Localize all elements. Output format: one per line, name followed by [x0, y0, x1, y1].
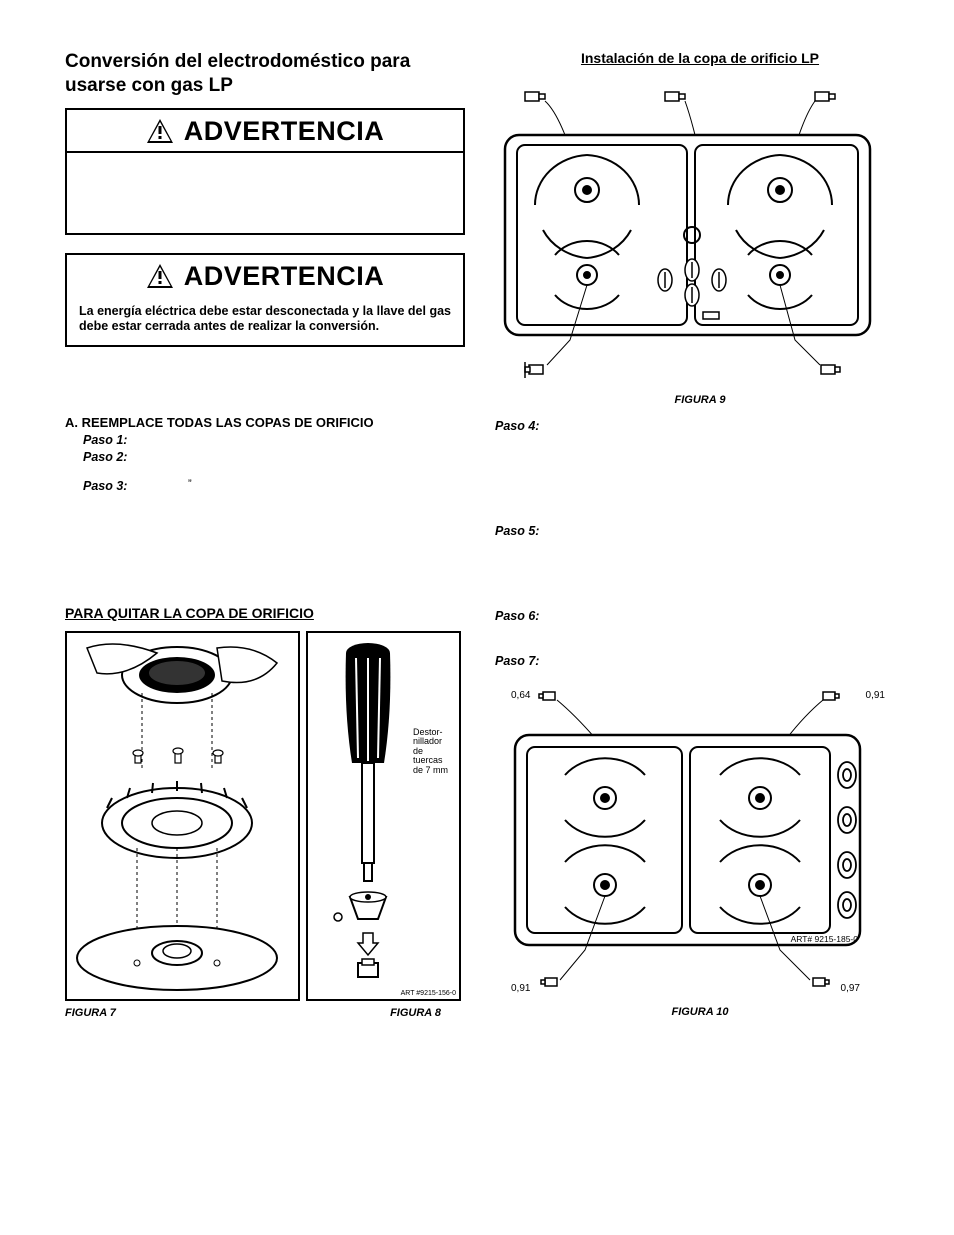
left-column: Conversión del electrodoméstico para usa… [65, 50, 465, 1205]
figure-8-caption: FIGURA 8 [306, 1007, 461, 1019]
figure-10: 0,64 0,91 0,91 0,97 ART# 9215-185-0 [495, 680, 890, 1000]
figure-7 [65, 631, 300, 1001]
right-steps: Paso 4: Paso 5: Paso 6: Paso 7: [495, 406, 905, 670]
warning-triangle-icon [146, 262, 174, 290]
section-a-title: A. REEMPLACE TODAS LAS COPAS DE ORIFICIO [65, 415, 465, 430]
value-091a: 0,91 [866, 690, 885, 701]
figure-7-caption: FIGURA 7 [65, 1007, 300, 1019]
warning-title-1: ADVERTENCIA [184, 116, 385, 147]
figure-9-caption: FIGURA 9 [495, 394, 905, 406]
figure-10-wrap: 0,64 0,91 0,91 0,97 ART# 9215-185-0 FIGU… [495, 680, 905, 1018]
step-6-label: Paso 6: [495, 609, 539, 623]
warning-header-2: ADVERTENCIA [67, 255, 463, 296]
screwdriver-label: Destor- nillador de tuercas de 7 mm [413, 728, 453, 775]
art-number-8: ART #9215-156-0 [401, 990, 456, 997]
remove-cup-heading: PARA QUITAR LA COPA DE ORIFICIO [65, 605, 465, 621]
figure-9 [495, 80, 880, 390]
quote-mark: ” [188, 478, 192, 490]
install-heading: Instalación de la copa de orificio LP [495, 50, 905, 66]
value-091b: 0,91 [511, 983, 530, 994]
step-5-label: Paso 5: [495, 524, 539, 538]
figure-10-caption: FIGURA 10 [495, 1006, 905, 1018]
step-1-label: Paso 1: [83, 433, 127, 447]
step-2-label: Paso 2: [83, 450, 127, 464]
warning-triangle-icon [146, 117, 174, 145]
figure-7-8-row: FIGURA 7 [65, 631, 465, 1019]
figure-8-container: Destor- nillador de tuercas de 7 mm ART … [306, 631, 461, 1019]
art-number-10: ART# 9215-185-0 [791, 934, 858, 944]
step-3-label: Paso 3: [83, 479, 127, 493]
section-a: A. REEMPLACE TODAS LAS COPAS DE ORIFICIO… [65, 415, 465, 495]
right-column: Instalación de la copa de orificio LP [495, 50, 905, 1205]
warning-box-2: ADVERTENCIA La energía eléctrica debe es… [65, 253, 465, 347]
figure-7-container: FIGURA 7 [65, 631, 300, 1019]
warning-box-1: ADVERTENCIA [65, 108, 465, 235]
value-097: 0,97 [841, 983, 860, 994]
page-title: Conversión del electrodoméstico para usa… [65, 50, 465, 98]
step-4-label: Paso 4: [495, 419, 539, 433]
figure-8: Destor- nillador de tuercas de 7 mm ART … [306, 631, 461, 1001]
warning-body-1 [67, 153, 463, 233]
warning-header-1: ADVERTENCIA [67, 110, 463, 153]
figure-9-wrap: FIGURA 9 [495, 80, 905, 406]
value-064: 0,64 [511, 690, 530, 701]
step-7-label: Paso 7: [495, 654, 539, 668]
warning-body-2: La energía eléctrica debe estar desconec… [67, 296, 463, 345]
warning-title-2: ADVERTENCIA [184, 261, 385, 292]
